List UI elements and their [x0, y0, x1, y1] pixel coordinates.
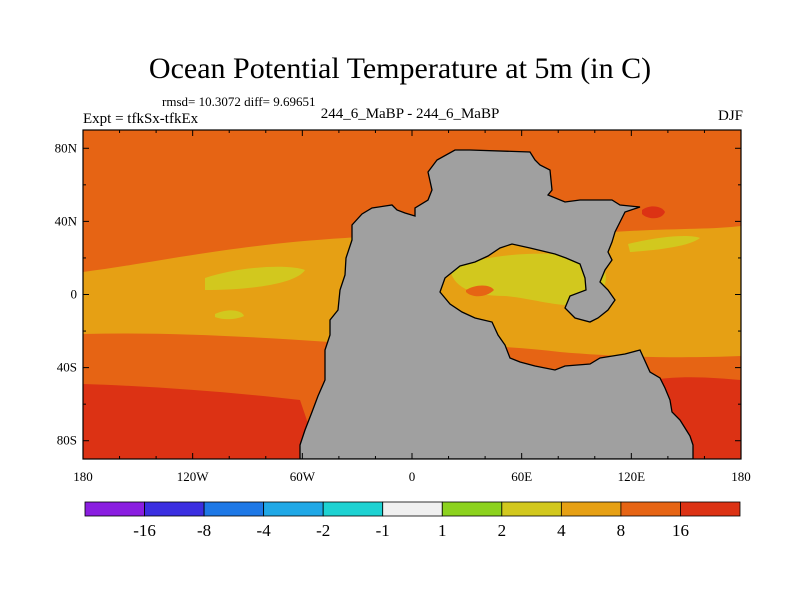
x-tick-label: 180	[731, 469, 751, 484]
colorbar-box	[680, 501, 741, 517]
map-field	[83, 130, 741, 459]
colorbar-box	[144, 501, 205, 517]
x-tick-label: 120E	[618, 469, 646, 484]
y-tick-label: 80S	[57, 433, 77, 448]
colorbar-label: -2	[316, 521, 330, 540]
field-hotspot-ne	[642, 206, 665, 219]
y-tick-label: 40N	[55, 213, 78, 228]
colorbar-label: 16	[672, 521, 689, 540]
x-tick-label: 60E	[511, 469, 532, 484]
season-label: DJF	[717, 108, 743, 124]
colorbar-box	[263, 501, 324, 517]
colorbar-box	[560, 501, 622, 517]
x-tick-label: 0	[409, 469, 416, 484]
x-tick-label: 120W	[177, 469, 210, 484]
colorbar-label: -8	[197, 521, 211, 540]
colorbar-label: 1	[438, 521, 447, 540]
colorbar-box	[441, 501, 503, 517]
colorbar-label: 4	[557, 521, 566, 540]
case-label: 244_6_MaBP - 244_6_MaBP	[320, 106, 500, 122]
field-hotspot-basin	[466, 285, 494, 297]
land-mass	[299, 149, 694, 459]
colorbar-box	[501, 501, 562, 517]
colorbar-box	[620, 501, 681, 517]
chart-title: Ocean Potential Temperature at 5m (in C)	[148, 52, 652, 85]
colorbar-label: 2	[498, 521, 507, 540]
field-warm-pool-ne	[628, 236, 700, 252]
colorbar-box	[84, 501, 145, 517]
colorbar-label: -16	[133, 521, 156, 540]
y-tick-label: 0	[71, 287, 78, 302]
y-tick-label: 80N	[55, 140, 78, 155]
colorbar-label: -1	[376, 521, 390, 540]
y-tick-label: 40S	[57, 360, 77, 375]
colorbar-box	[203, 501, 265, 517]
rmsd-diff-stats: rmsd= 10.3072 diff= 9.69651	[162, 94, 316, 109]
colorbar: -16 -8 -4 -2 -1 1 2 4 8 16	[84, 501, 741, 540]
colorbar-box	[322, 501, 384, 517]
y-axis: 80N 40N 0 40S 80S	[55, 140, 741, 448]
colorbar-label: 8	[617, 521, 626, 540]
colorbar-label: -4	[257, 521, 272, 540]
colorbar-box	[382, 501, 443, 517]
experiment-label: Expt = tfkSx-tfkEx	[83, 111, 199, 127]
x-tick-label: 60W	[290, 469, 316, 484]
x-tick-label: 180	[73, 469, 93, 484]
field-warm-pool-west	[205, 266, 305, 290]
field-band-gt16-south	[83, 377, 741, 459]
x-axis: 180 120W 60W 0 60E 120E 180	[73, 130, 751, 484]
field-warm-pool-east	[215, 310, 244, 320]
